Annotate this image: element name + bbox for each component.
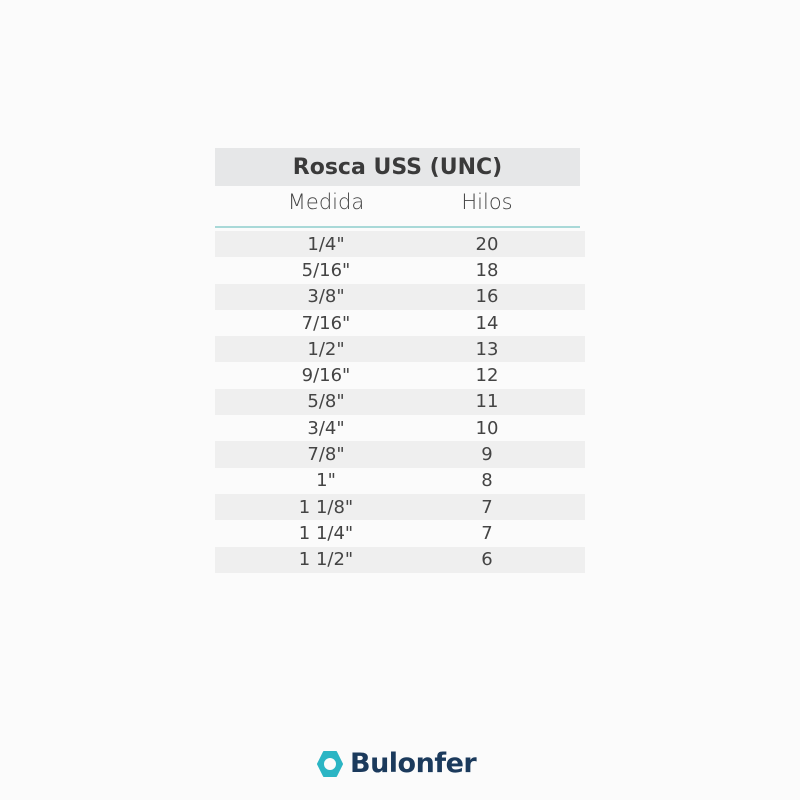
table-row: 1 1/4" 7 [215,520,585,546]
cell-medida: 3/4" [307,417,345,439]
table-row: 7/16" 14 [215,310,585,336]
cell-hilos: 12 [475,365,499,387]
cell-medida: 1 1/2" [298,549,354,571]
table-row: 7/8" 9 [215,441,585,468]
cell-hilos: 16 [475,286,499,308]
cell-hilos: 7 [481,496,493,518]
cell-medida: 1 1/4" [298,522,354,544]
cell-hilos: 9 [481,444,493,466]
table-row: 3/4" 10 [215,415,585,441]
cell-medida: 5/16" [301,259,351,281]
table-row: 1 1/8" 7 [215,493,585,521]
cell-medida: 7/16" [301,312,351,334]
cell-medida: 1" [316,470,336,492]
brand-name: Bulonfer [350,748,477,779]
cell-medida: 3/8" [307,286,345,308]
table-row: 5/16" 18 [215,257,585,283]
table-row: 1/2" 13 [215,336,585,363]
table-title: Rosca USS (UNC) [215,148,580,186]
cell-hilos: 7 [481,522,493,544]
table-row: 1/4" 20 [215,231,585,258]
cell-medida: 7/8" [307,444,345,466]
cell-hilos: 14 [475,312,499,334]
hexagon-nut-icon [317,750,343,777]
brand-logo: Bulonfer [316,748,477,779]
cell-medida: 1/4" [307,233,345,255]
cell-medida: 9/16" [301,365,351,387]
cell-medida: 1 1/8" [298,496,354,518]
table-row: 1 1/2" 6 [215,546,585,573]
cell-hilos: 13 [475,338,499,360]
table-body: 1/4" 20 5/16" 18 3/8" 16 7/16" 14 1/2" 13 9/16" 12 5… [215,231,585,573]
table-row: 1" 8 [215,468,585,494]
table-header: Medida Hilos [215,190,580,228]
cell-hilos: 20 [475,233,499,255]
cell-hilos: 18 [475,259,499,281]
cell-hilos: 10 [475,417,499,439]
cell-hilos: 11 [475,391,499,413]
table-row: 9/16" 12 [215,362,585,388]
column-header-hilos: Hilos [461,190,513,214]
column-header-medida: Medida [287,190,365,214]
table-row: 3/8" 16 [215,283,585,310]
cell-medida: 5/8" [307,391,345,413]
cell-hilos: 8 [481,470,493,492]
cell-medida: 1/2" [307,338,345,360]
cell-hilos: 6 [481,549,493,571]
table-row: 5/8" 11 [215,388,585,416]
